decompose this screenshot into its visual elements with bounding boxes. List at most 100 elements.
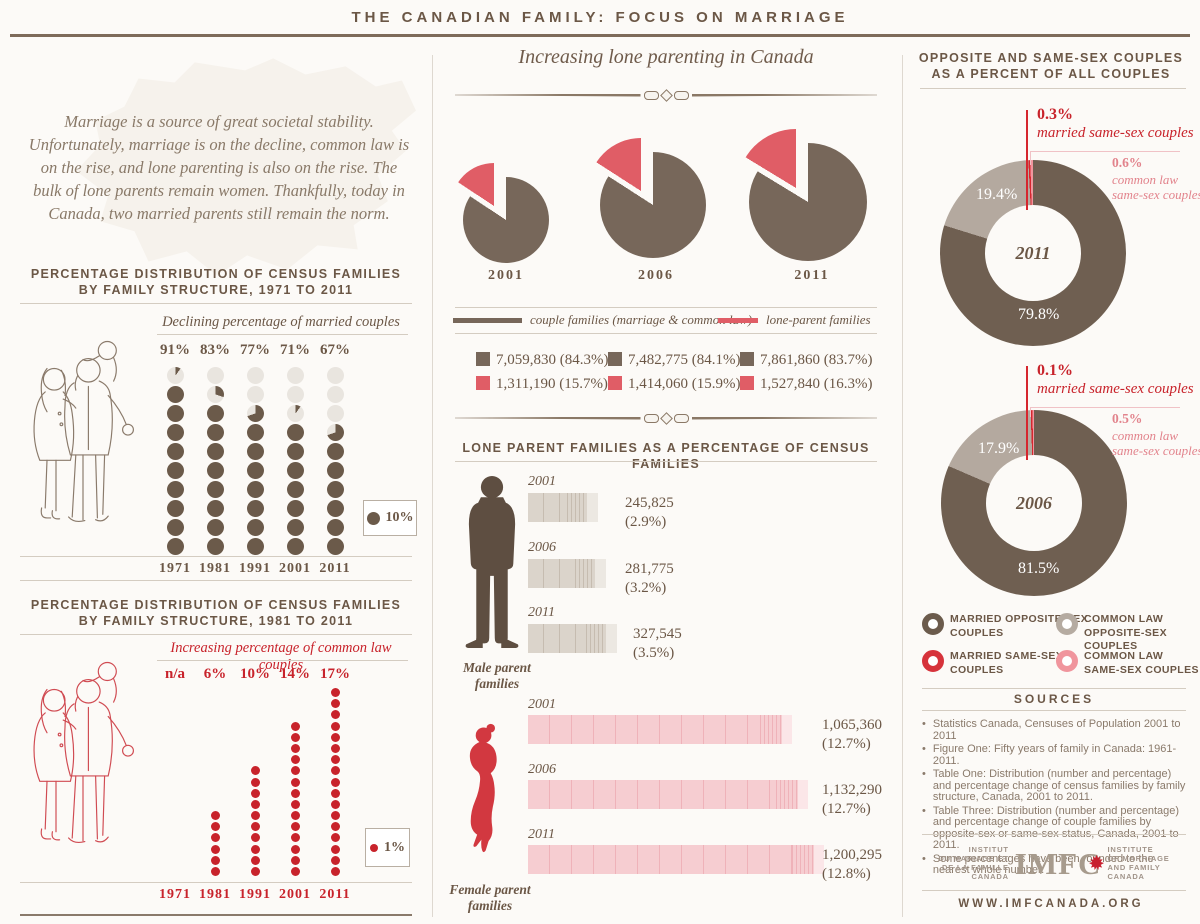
dot: [290, 766, 300, 776]
dot: [330, 777, 340, 787]
couple-swatch-icon: [740, 352, 754, 366]
dot: [290, 721, 300, 731]
year-label: 1991: [239, 561, 271, 576]
maple-leaf-icon: [1089, 854, 1105, 870]
dot: [250, 844, 260, 854]
common-same-text-1: common law: [1112, 172, 1179, 187]
percent-label: 83%: [200, 342, 230, 358]
dot: [246, 462, 264, 479]
source-item: • Some percentages have been rounded to t…: [922, 852, 1154, 876]
dot: [246, 519, 264, 536]
common-same-pct: 0.5%: [1112, 411, 1143, 426]
column-divider-left: [432, 55, 433, 917]
chart2-legend: 1%: [365, 828, 410, 867]
source-item: • Figure One: Fifty years of family in Ca…: [922, 743, 1177, 767]
dot: [326, 462, 344, 479]
percent-label: 17%: [320, 666, 350, 682]
source-item: • Statistics Canada, Censuses of Populati…: [922, 718, 1181, 742]
chart1-title-line2: BY FAMILY STRUCTURE, 1971 TO 2011: [78, 283, 354, 297]
male-bar-2011: [528, 624, 617, 653]
dot: [246, 500, 264, 517]
dot: [290, 844, 300, 854]
chart1-percent-labels: 91% 83% 77% 71% 67%: [155, 342, 355, 359]
chart1-year-axis: 1971 1981 1991 2001 2011: [155, 561, 355, 577]
bar-value: 1,132,290 (12.7%): [822, 782, 882, 817]
female-parent-label: Female parent families: [449, 882, 531, 913]
female-bar-2001: [528, 715, 792, 744]
stat-lone-2001: 1,311,190 (15.7%): [476, 376, 608, 393]
dot-column: [286, 367, 304, 555]
year-label: 2001: [279, 561, 311, 576]
bar-year-label: 2001: [528, 697, 556, 712]
dot: [290, 811, 300, 821]
pie-2006: [588, 138, 706, 258]
donut-2006: 17.9% 81.5% 2006: [941, 410, 1127, 596]
donut-hole: 2006: [986, 455, 1082, 551]
logo-text-french: INSTITUT DU MARIAGE ET DE LA FAMILLE CANADA: [938, 845, 1009, 881]
bar-value: 327,545 (3.5%): [633, 626, 682, 661]
dot: [326, 424, 344, 441]
canada-map-watermark: [76, 58, 416, 276]
dot: [206, 462, 224, 479]
dot: [330, 855, 340, 865]
dot: [326, 500, 344, 517]
dot: [250, 788, 260, 798]
donut-2011: 19.4% 79.8% 2011: [940, 160, 1126, 346]
rule: [922, 890, 1186, 891]
lone-swatch-icon: [740, 376, 754, 390]
married-dot-matrix: [155, 367, 355, 555]
dot: [286, 367, 304, 384]
rule: [920, 88, 1186, 89]
header-rule: [10, 34, 1190, 37]
dot: [166, 500, 184, 517]
dot-column: [250, 766, 260, 876]
couple-families-slice: [600, 152, 706, 258]
lone-swatch-icon: [608, 376, 622, 390]
dot: [330, 766, 340, 776]
intro-paragraph: Marriage is a source of great societal s…: [28, 112, 410, 223]
couple-families-slice: [749, 143, 867, 261]
dot: [166, 367, 184, 384]
male-parent-label: Male parent families: [463, 660, 531, 691]
dot: [330, 844, 340, 854]
dot: [330, 867, 340, 876]
year-label: 1981: [199, 887, 231, 902]
common-same-text-2: same-sex couples: [1112, 443, 1200, 458]
dot: [290, 822, 300, 832]
rule: [20, 303, 412, 304]
dot: [326, 538, 344, 555]
dot: [210, 822, 220, 832]
bar-value: 1,200,295 (12.8%): [822, 847, 882, 882]
dot: [250, 822, 260, 832]
dot: [330, 799, 340, 809]
logo-text-english: INSTITUTE OF MARRIAGE AND FAMILY CANADA: [1107, 845, 1170, 881]
dot: [166, 481, 184, 498]
donut-hole: 2011: [985, 205, 1081, 301]
dot: [330, 811, 340, 821]
dot: [246, 424, 264, 441]
married-opposite-pct: 81.5%: [1018, 560, 1060, 577]
common-law-opposite-pct: 17.9%: [978, 440, 1020, 457]
donut-year: 2011: [1015, 242, 1051, 263]
chart2-subtitle: Increasing percentage of common law coup…: [170, 640, 392, 673]
imfc-logo: INSTITUT DU MARIAGE ET DE LA FAMILLE CANADA…: [920, 845, 1188, 881]
legend-married-opposite: MARRIED OPPOSITE-SEX COUPLES: [950, 613, 1089, 639]
dot-column: [210, 811, 220, 876]
rule: [455, 307, 877, 308]
dot: [166, 443, 184, 460]
dot: [166, 405, 184, 422]
dot: [210, 844, 220, 854]
ornament-divider: [455, 411, 877, 425]
common-same-pointer-tick: [1030, 151, 1031, 165]
website-url: WWW.IMFCANADA.ORG: [958, 898, 1144, 910]
year-label: 2011: [319, 561, 351, 576]
married-same-pointer-line: [1026, 366, 1028, 460]
dot: [206, 500, 224, 517]
common-same-text-2: same-sex couples: [1112, 187, 1200, 202]
page-title: THE CANADIAN FAMILY: FOCUS ON MARRIAGE: [351, 9, 849, 26]
dot: [206, 443, 224, 460]
married-same-text: married same-sex couples: [1037, 381, 1194, 397]
dot: [206, 386, 224, 403]
rule: [157, 334, 408, 335]
